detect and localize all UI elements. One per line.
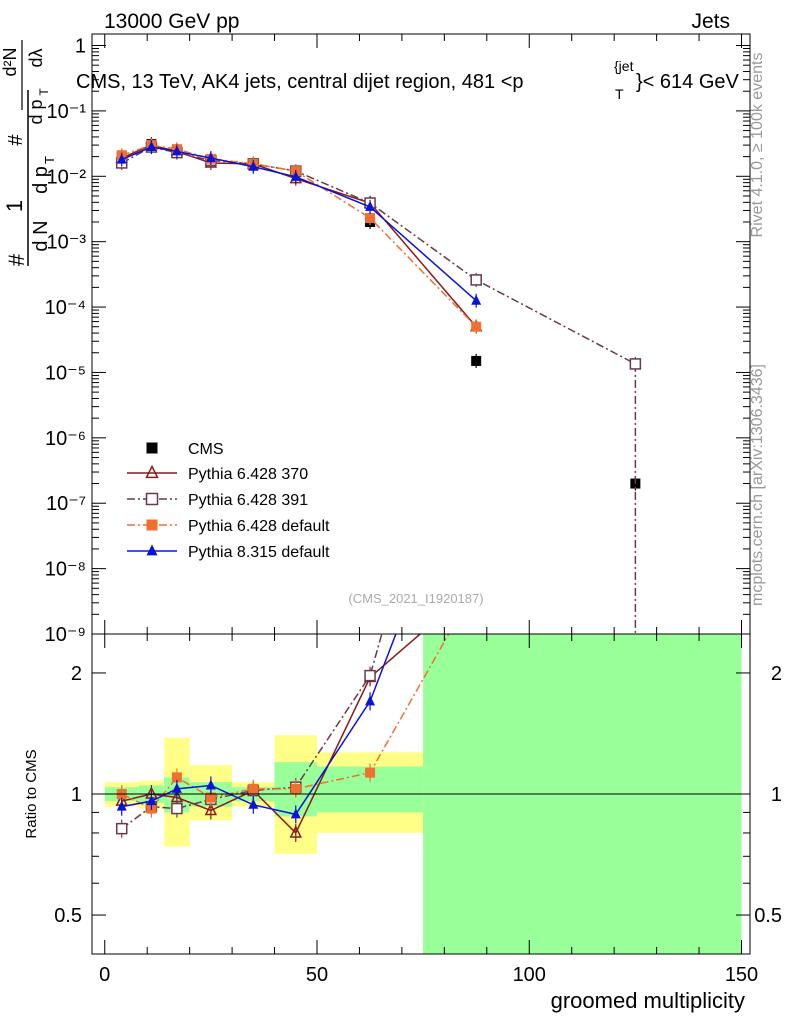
- ratio-series-clipped: [115, 634, 450, 842]
- data-point: [171, 145, 182, 156]
- ylabel-dn: d N: [30, 220, 52, 251]
- plot-title-sub: T: [615, 86, 624, 102]
- ratio-point: [365, 695, 376, 706]
- ratio-y-tick-label: 0.5: [54, 905, 82, 927]
- data-point: [471, 355, 482, 366]
- ratio-point: [290, 808, 301, 819]
- x-tick-label: 100: [513, 964, 546, 986]
- data-point: [290, 170, 301, 181]
- ylabel-hash-2: #: [5, 134, 27, 146]
- data-point: [116, 153, 127, 164]
- ratio-y-tick-label-right: 1: [771, 784, 782, 806]
- ratio-point: [290, 783, 301, 794]
- legend-label: Pythia 8.315 default: [188, 544, 330, 561]
- data-point: [471, 294, 482, 305]
- ratio-point: [365, 767, 376, 778]
- analysis-id-label: (CMS_2021_I1920187): [348, 591, 483, 606]
- legend-label: Pythia 6.428 391: [188, 492, 308, 509]
- ratio-y-tick-label-right: 0.5: [754, 905, 782, 927]
- ratio-line-pythia-6-428-default: [121, 634, 450, 810]
- plot-title: CMS, 13 TeV, AK4 jets, central dijet reg…: [76, 58, 740, 102]
- legend-label: CMS: [188, 441, 224, 458]
- ratio-point: [205, 792, 216, 803]
- main-y-tick-label: 10⁻¹: [47, 101, 87, 123]
- ylabel-one: 1: [2, 200, 27, 212]
- mcplots-label: mcplots.cern.ch [arXiv:1306.3436]: [749, 364, 766, 606]
- ratio-point: [289, 825, 302, 838]
- main-y-tick-label: 10⁻⁶: [45, 428, 86, 450]
- ratio-point: [115, 822, 128, 835]
- ratio-y-tick-label: 1: [71, 784, 82, 806]
- data-point: [205, 152, 216, 163]
- ratio-point: [248, 783, 259, 794]
- ylabel-dpt-2: d p: [26, 99, 46, 124]
- rivet-version-label: Rivet 4.1.0, ≥ 100k events: [749, 53, 766, 238]
- ratio-line-pythia-8-315-default: [121, 634, 397, 816]
- ratio-point: [116, 800, 127, 811]
- main-y-tick-label: 10⁻³: [47, 232, 87, 254]
- plot-title-text: CMS, 13 TeV, AK4 jets, central dijet reg…: [76, 71, 524, 93]
- ylabel-t: T: [42, 156, 57, 164]
- main-y-axis-label: 1 # d N d p T # d²N d p T dλ: [0, 40, 57, 266]
- x-tick-label: 0: [99, 964, 110, 986]
- data-point: [248, 160, 259, 171]
- ratio-point: [364, 669, 376, 682]
- data-point: [365, 213, 376, 224]
- plot-title-sup: {jet: [614, 58, 634, 74]
- legend-label: Pythia 6.428 default: [188, 518, 330, 535]
- legend-label: Pythia 6.428 370: [188, 466, 308, 483]
- legend: CMS Pythia 6.428 370 Pythia 6.428 391 Pythi…: [127, 441, 330, 561]
- series-line-pythia-6-428-391: [121, 146, 636, 365]
- ratio-line-pythia-6-428-370: [121, 634, 422, 835]
- ratio-point: [171, 802, 183, 815]
- ratio-y-tick-label-right: 2: [771, 663, 782, 685]
- legend-marker: [145, 464, 159, 479]
- process-label: Jets: [691, 10, 730, 33]
- ratio-y-tick-label: 2: [71, 663, 82, 685]
- ylabel-hash-1: #: [4, 253, 29, 266]
- main-y-tick-label: 10⁻⁵: [45, 362, 86, 384]
- legend-marker: [146, 519, 158, 531]
- ylabel-d2n: d²N: [0, 47, 20, 76]
- ylabel-dlambda: dλ: [26, 48, 46, 67]
- ratio-point: [248, 798, 259, 809]
- main-y-tick-label: 10⁻⁷: [46, 493, 86, 515]
- ratio-point: [205, 779, 216, 790]
- main-y-tick-label: 1: [75, 36, 86, 58]
- data-point: [365, 200, 376, 211]
- ratio-point: [171, 782, 182, 793]
- data-point: [146, 141, 157, 152]
- x-tick-label: 150: [725, 964, 758, 986]
- main-y-tick-label: 10⁻²: [47, 166, 87, 188]
- plot-title-end: }< 614 GeV: [636, 71, 740, 93]
- data-point: [471, 321, 482, 332]
- data-point: [629, 358, 642, 370]
- x-axis-label: groomed multiplicity: [551, 988, 745, 1013]
- main-y-tick-label: 10⁻⁴: [45, 297, 86, 319]
- ratio-panel: 2 2 1 1 0.5 0.5 0 50 100 150: [54, 633, 782, 986]
- ylabel-t-2: T: [37, 88, 51, 96]
- energy-label: 13000 GeV pp: [104, 10, 239, 33]
- legend-marker: [145, 492, 159, 506]
- legend-marker: [146, 442, 158, 454]
- ratio-point: [204, 802, 218, 816]
- ratio-point: [146, 795, 157, 806]
- main-y-tick-label: 10⁻⁹: [45, 624, 86, 646]
- series-line-pythia-8-315-default: [121, 146, 477, 302]
- legend-marker: [146, 544, 158, 556]
- ylabel-dpt: d p: [30, 166, 52, 194]
- ratio-point: [171, 772, 182, 783]
- main-panel: 1 10⁻¹ 10⁻² 10⁻³ 10⁻⁴ 10⁻⁵ 10⁻⁶ 10⁻⁷ 10⁻⁸ 10⁻⁹: [45, 33, 751, 646]
- main-y-tick-label: 10⁻⁸: [45, 559, 86, 581]
- x-tick-label: 50: [306, 964, 328, 986]
- ratio-y-axis-label: Ratio to CMS: [23, 749, 40, 838]
- data-point: [470, 274, 482, 286]
